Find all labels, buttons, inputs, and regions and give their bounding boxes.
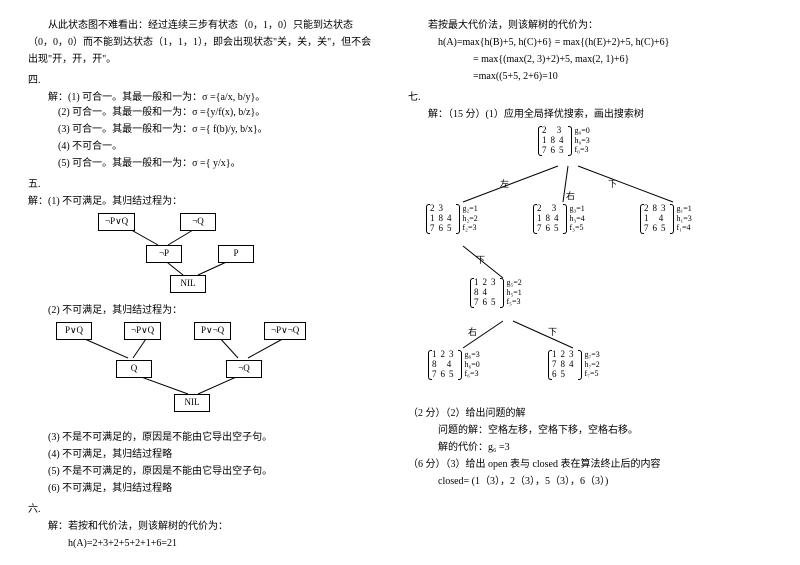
heading-four: 四. <box>28 73 392 88</box>
formula: h(A)=2+3+2+5+2+1+6=21 <box>28 536 392 551</box>
edge-label: 下 <box>548 326 557 340</box>
text: (2) 可合一。其最一般和一为：σ ={y/f(x), b/z}。 <box>28 105 392 120</box>
text: （0，0，0）而不能到达状态（1，1，1），即会出现状态"关，关，关"，但不会 <box>28 35 392 50</box>
heading-five: 五. <box>28 177 392 192</box>
node: ¬P∨Q <box>98 213 135 231</box>
node: P∨Q <box>56 322 92 340</box>
solution-label: 解： <box>428 109 448 120</box>
resolution-tree-1: ¬P∨Q ¬Q ¬P P NIL <box>58 211 392 303</box>
text: (2) 不可满足，其归结过程为： <box>28 303 392 318</box>
node: Q <box>116 360 152 378</box>
tree-node: 1238 4765g₆=3h₆=0f₆=3 <box>428 350 480 380</box>
text: 解的代价：g₆ =3 <box>408 440 772 455</box>
text: （2 分）（2）给出问题的解 <box>408 406 772 421</box>
text: (4) 不可满足，其归结过程略 <box>28 447 392 462</box>
text: closed= (1（3），2（3），5（3），6（3）) <box>408 474 772 489</box>
node: P∨¬Q <box>194 322 231 340</box>
tree-node: 2831 4765g₁=1h₁=3f₁=4 <box>640 204 692 234</box>
text: (1) 可合一。其最一般和一为：σ ={a/x, b/y}。 <box>68 92 265 103</box>
node: ¬Q <box>180 213 216 231</box>
text: (3) 可合一。其最一般和一为：σ ={ f(b)/y, b/x}。 <box>28 122 392 137</box>
node: ¬P∨¬Q <box>264 322 306 340</box>
tree-node: 123784 65g₇=3h₇=2f₇=5 <box>548 350 600 380</box>
text: 问题的解：空格左移，空格下移，空格右移。 <box>408 423 772 438</box>
edge-label: 下 <box>476 254 485 268</box>
tree-node: 2 3184765g₃=1h₃=4f₃=5 <box>533 204 585 234</box>
text: (3) 不是不可满足的，原因是不能由它导出空子句。 <box>28 430 392 445</box>
text: (4) 不可合一。 <box>28 139 392 154</box>
node: ¬Q <box>226 360 262 378</box>
edge-label: 下 <box>608 178 617 192</box>
node: NIL <box>170 275 206 293</box>
text: （15 分）(1）应用全局择优搜索，画出搜索树 <box>448 109 644 120</box>
text: (5) 不是不可满足的，原因是不能由它导出空子句。 <box>28 464 392 479</box>
tree-node-root: 2 3184765g₀=0h₀=3f₀=3 <box>538 126 590 156</box>
text: 出现"开，开，开"。 <box>28 52 392 67</box>
solution-label: 解： <box>28 196 48 207</box>
tree-node: 123 84765g₅=2h₅=1f₅=3 <box>470 278 522 308</box>
heading-seven: 七. <box>408 90 772 105</box>
node: NIL <box>174 394 210 412</box>
edge-label: 左 <box>500 178 509 192</box>
tree-node: 23184765g₂=1h₂=2f₂=3 <box>426 204 478 234</box>
resolution-tree-2: P∨Q ¬P∨Q P∨¬Q ¬P∨¬Q Q ¬Q NIL <box>38 320 392 430</box>
text: 若按最大代价法，则该解树的代价为： <box>408 18 772 33</box>
text: (1) 不可满足。其归结过程为： <box>48 196 182 207</box>
heading-six: 六. <box>28 502 392 517</box>
edge-label: 右 <box>566 190 575 204</box>
text: 解：若按和代价法，则该解树的代价为： <box>28 519 392 534</box>
formula: =max((5+5, 2+6)=10 <box>408 69 772 84</box>
text: 从此状态图不难看出：经过连续三步有状态（0，1，0）只能到达状态 <box>28 18 392 33</box>
text: (6) 不可满足，其归结过程略 <box>28 481 392 496</box>
text: （6 分）（3）给出 open 表与 closed 表在算法终止后的内容 <box>408 457 772 472</box>
solution-label: 解： <box>48 92 68 103</box>
node: ¬P∨Q <box>124 322 161 340</box>
formula: h(A)=max{h(B)+5, h(C)+6} = max{(h(E)+2)+… <box>408 35 772 50</box>
search-tree: 左 下 右 下 右 下 2 3184765g₀=0h₀=3f₀=3 231847… <box>408 126 748 406</box>
formula: = max{(max(2, 3)+2)+5, max(2, 1)+6} <box>408 52 772 67</box>
node: ¬P <box>146 245 182 263</box>
node: P <box>218 245 254 263</box>
text: (5) 可合一。其最一般和一为：σ ={ y/x}。 <box>28 156 392 171</box>
edge-label: 右 <box>468 326 477 340</box>
